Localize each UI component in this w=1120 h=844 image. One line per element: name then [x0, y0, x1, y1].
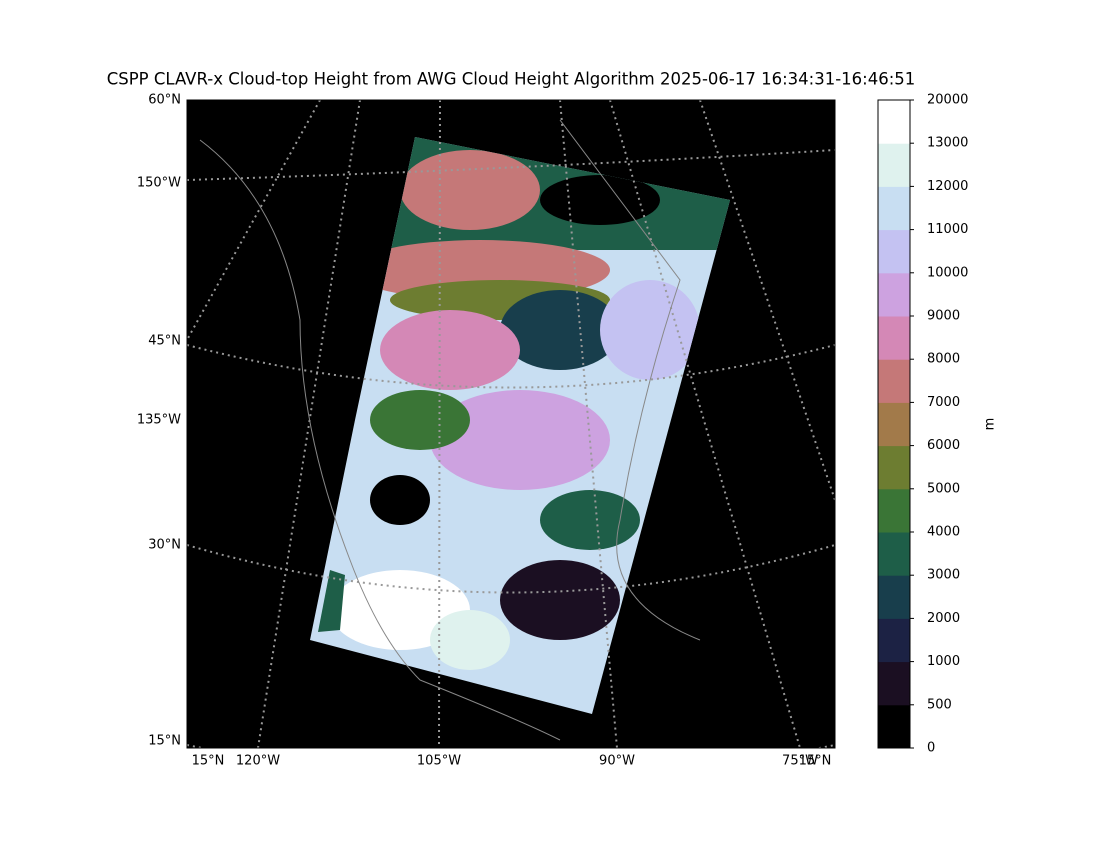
colorbar-segment: [878, 186, 910, 231]
lat-lon-label: 15°N: [799, 754, 832, 769]
colorbar-segment: [878, 316, 910, 360]
colorbar-segment: [878, 143, 910, 187]
lat-lon-label: 60°N: [148, 93, 181, 108]
colorbar-tick-label: 8000: [927, 352, 960, 367]
colorbar-tick-label: 5000: [927, 481, 960, 496]
colorbar-tick-label: 7000: [927, 395, 960, 410]
colorbar-tick-label: 3000: [927, 568, 960, 583]
title: CSPP CLAVR-x Cloud-top Height from AWG C…: [107, 70, 916, 89]
colorbar-segment: [878, 229, 910, 274]
lat-lon-label: 15°N: [192, 754, 225, 769]
colorbar-segment: [878, 402, 910, 447]
colorbar-tick-label: 9000: [927, 309, 960, 324]
colorbar-segment: [878, 100, 910, 144]
colorbar-segment: [878, 272, 910, 317]
lat-lon-label: 120°W: [236, 754, 280, 769]
map-image: [187, 100, 835, 748]
colorbar-segment: [878, 618, 910, 663]
colorbar-segment: [878, 704, 910, 749]
colorbar-label: m: [983, 418, 998, 431]
lat-lon-label: 150°W: [137, 176, 181, 191]
colorbar-tick-label: 11000: [927, 222, 968, 237]
lat-lon-label: 45°N: [148, 334, 181, 349]
colorbar-segment: [878, 359, 910, 403]
colorbar-tick-label: 2000: [927, 611, 960, 626]
colorbar-tick-label: 500: [927, 697, 952, 712]
lat-lon-label: 90°W: [599, 754, 635, 769]
colorbar-segment: [878, 445, 910, 490]
colorbar-frame: [877, 99, 911, 749]
map-frame: [186, 99, 836, 749]
lat-lon-label: 135°W: [137, 413, 181, 428]
colorbar-tick-label: 13000: [927, 136, 968, 151]
colorbar-tick-label: 20000: [927, 93, 968, 108]
lat-lon-label: 105°W: [417, 754, 461, 769]
colorbar-tick-label: 6000: [927, 438, 960, 453]
lat-lon-label: 15°N: [148, 734, 181, 749]
colorbar-tick-label: 0: [927, 741, 935, 756]
colorbar-tick-label: 4000: [927, 525, 960, 540]
colorbar-segment: [878, 661, 910, 706]
colorbar-tick-label: 10000: [927, 265, 968, 280]
lat-lon-label: 30°N: [148, 538, 181, 553]
colorbar-segment: [878, 532, 910, 576]
colorbar-segment: [878, 488, 910, 533]
lat-lon-label: 75°W: [782, 754, 818, 769]
colorbar-tick-label: 1000: [927, 654, 960, 669]
colorbar-tick-label: 12000: [927, 179, 968, 194]
colorbar-segment: [878, 575, 910, 619]
